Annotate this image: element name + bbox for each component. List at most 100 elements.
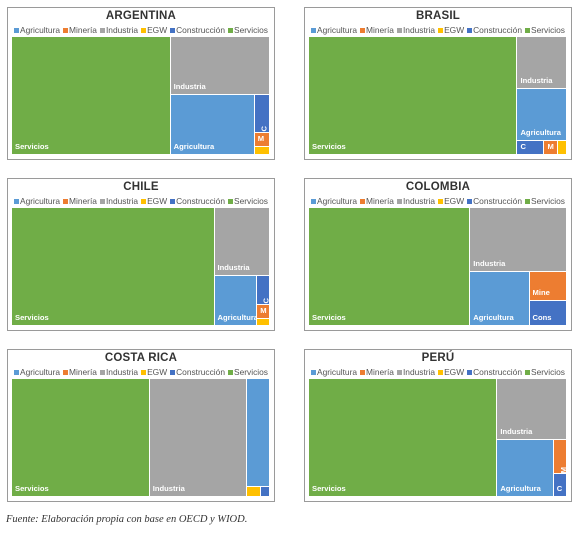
treemap-tile-servicios: Servicios	[309, 37, 518, 155]
legend-swatch	[170, 369, 176, 375]
legend-item: Construcción	[467, 196, 522, 206]
legend-item: EGW	[141, 196, 167, 206]
legend-swatch	[396, 198, 402, 204]
treemap: Servicios Industria Agricultura C M	[309, 37, 567, 155]
treemap-tile-minería: M	[254, 133, 270, 148]
treemap-tile-construcción: C	[553, 474, 567, 497]
legend-label: Industria	[105, 367, 139, 377]
treemap: Servicios Industria Agricultura	[12, 379, 270, 497]
legend-item: Construcción	[467, 367, 522, 377]
treemap-tile-agricultura: Agricultura	[246, 379, 270, 487]
tile-label: C	[261, 297, 270, 304]
treemap: Servicios Industria Agricultura C M	[12, 208, 270, 326]
legend-label: Servicios	[531, 25, 565, 35]
legend-label: Construcción	[176, 196, 225, 206]
legend-label: Industria	[402, 367, 436, 377]
legend-label: Industria	[105, 196, 139, 206]
treemap: Servicios Industria Agricultura Mine Cons	[309, 208, 567, 326]
legend-swatch	[467, 369, 473, 375]
panel-colombia: COLOMBIA Agricultura Minería Industria EGW C…	[304, 178, 572, 331]
tile-label: Servicios	[15, 142, 49, 151]
legend-swatch	[14, 198, 19, 204]
chart-title: COSTA RICA	[104, 352, 178, 364]
legend-label: Industria	[105, 25, 139, 35]
legend-item: Industria	[396, 196, 436, 206]
treemap-tile-minería: Mine	[529, 271, 567, 301]
chart-title: ARGENTINA	[105, 10, 177, 22]
treemap-tile-industria: Industria	[214, 208, 270, 277]
tile-label: Industria	[500, 426, 533, 436]
legend: Agricultura Minería Industria EGW Construcci…	[305, 25, 571, 35]
tile-label: Servicios	[15, 313, 49, 322]
treemap-tile-construcción: C	[254, 95, 270, 134]
legend-label: Servicios	[234, 196, 268, 206]
treemap-tile-construcción: C	[257, 276, 270, 305]
legend-item: EGW	[141, 25, 167, 35]
legend-label: Minería	[69, 196, 97, 206]
legend-swatch	[525, 369, 530, 375]
legend-swatch	[63, 198, 69, 204]
legend-label: EGW	[147, 25, 168, 35]
legend-item: Construcción	[170, 196, 225, 206]
legend-label: Servicios	[531, 196, 565, 206]
legend-label: Agricultura	[317, 25, 358, 35]
legend-label: Construcción	[176, 367, 225, 377]
tile-label: Servicios	[312, 484, 346, 493]
treemap-tile-servicios: Servicios	[12, 379, 150, 497]
legend-label: EGW	[444, 367, 465, 377]
legend-label: Minería	[366, 367, 394, 377]
legend-label: Agricultura	[317, 196, 358, 206]
legend-item: EGW	[438, 196, 464, 206]
legend-item: Minería	[360, 367, 394, 377]
legend-label: EGW	[147, 367, 168, 377]
treemap-tile-industria: Industria	[517, 37, 567, 90]
legend: Agricultura Minería Industria EGW Construcci…	[8, 367, 274, 377]
treemap-tile-minería: M	[553, 439, 567, 475]
legend-swatch	[396, 27, 402, 33]
legend-label: Agricultura	[20, 367, 61, 377]
legend-swatch	[525, 198, 530, 204]
treemap-tile-industria: Industria	[149, 379, 247, 497]
treemap-tile-agricultura: Agricultura	[170, 95, 255, 155]
legend-label: Industria	[402, 25, 436, 35]
legend-swatch	[360, 198, 366, 204]
chart-title: CHILE	[123, 181, 159, 193]
treemap-tile-industria: Industria	[497, 379, 567, 440]
treemap-tile-agricultura: Agricultura	[497, 439, 554, 497]
treemap-tile-construcción	[261, 486, 270, 497]
treemap: Servicios Industria Agricultura M C	[309, 379, 567, 497]
tile-label: Industria	[473, 258, 506, 268]
panel-brasil: BRASIL Agricultura Minería Industria EGW Con…	[304, 7, 572, 160]
legend-label: Industria	[402, 196, 436, 206]
chart-title: BRASIL	[415, 10, 460, 22]
legend-label: Agricultura	[20, 196, 61, 206]
tile-label: Industria	[217, 263, 250, 273]
treemap-tile-servicios: Servicios	[309, 379, 498, 497]
legend-label: Construcción	[473, 367, 522, 377]
legend-item: Servicios	[228, 25, 268, 35]
tile-label: Agricultura	[500, 483, 541, 493]
treemap-tile-servicios: Servicios	[12, 37, 171, 155]
legend-item: Construcción	[170, 25, 225, 35]
legend-swatch	[311, 198, 316, 204]
legend-label: Construcción	[473, 196, 522, 206]
treemap-tile-industria: Industria	[170, 37, 270, 96]
legend-label: Agricultura	[20, 25, 61, 35]
legend-swatch	[170, 198, 176, 204]
legend-item: EGW	[438, 25, 464, 35]
legend-label: Construcción	[473, 25, 522, 35]
treemap: Servicios Industria Agricultura C M	[12, 37, 270, 155]
legend-item: EGW	[141, 367, 167, 377]
legend: Agricultura Minería Industria EGW Construcci…	[305, 196, 571, 206]
legend-item: Servicios	[525, 367, 565, 377]
legend-item: Minería	[63, 196, 97, 206]
legend-item: Agricultura	[14, 25, 60, 35]
legend-item: Minería	[360, 25, 394, 35]
treemap-tile-construcción: C	[517, 141, 545, 155]
chart-title: COLOMBIA	[405, 181, 471, 193]
treemap-tile-egw	[557, 141, 567, 155]
legend-item: Agricultura	[311, 367, 357, 377]
legend-swatch	[228, 369, 233, 375]
tile-label: C	[556, 483, 563, 493]
legend-swatch	[63, 27, 69, 33]
